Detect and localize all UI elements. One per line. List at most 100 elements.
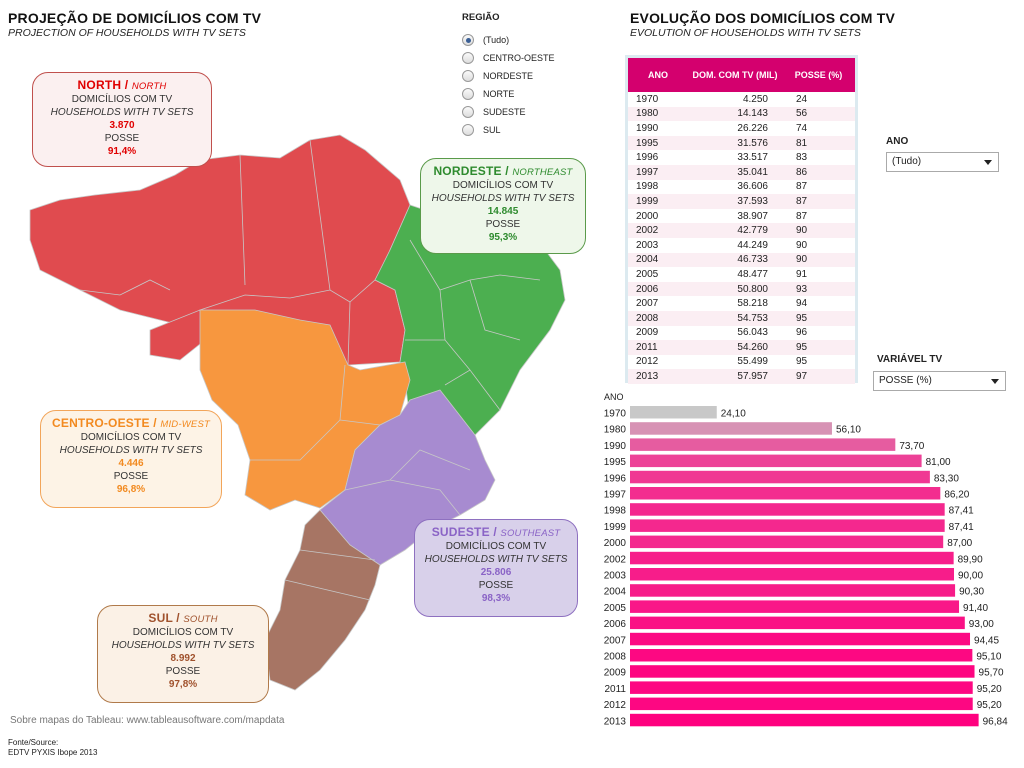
table-row[interactable]: 1995 31.576 81 (628, 135, 855, 151)
table-cell-posse: 90 (782, 223, 855, 238)
region-filter: REGIÃO (Tudo) CENTRO-OESTE NORDESTE NORT… (462, 12, 555, 139)
bar-2007[interactable] (630, 632, 971, 646)
radio-icon[interactable] (462, 52, 474, 64)
evolution-subtitle: EVOLUTION OF HOUSEHOLDS WITH TV SETS (630, 27, 861, 39)
callout-north-households: 3.870 (109, 120, 135, 131)
table-row[interactable]: 2003 44.249 90 (628, 238, 855, 253)
table-header-posse[interactable]: POSSE (%) (782, 58, 855, 92)
bar-2011[interactable] (630, 681, 973, 694)
table-cell-dom: 54.260 (688, 340, 782, 355)
table-row[interactable]: 1998 36.606 87 (628, 180, 855, 195)
table-row[interactable]: 1997 35.041 86 (628, 164, 855, 180)
bar-2008[interactable] (630, 649, 973, 662)
table-row[interactable]: 2002 42.779 90 (628, 223, 855, 238)
callout-sudeste-line2: HOUSEHOLDS WITH TV SETS (424, 554, 568, 565)
table-row[interactable]: 2008 54.753 95 (628, 310, 855, 326)
map-region-sudeste[interactable] (319, 389, 496, 566)
callout-nordeste-line1: DOMICÍLIOS COM TV (452, 180, 554, 191)
region-option-centro-oeste[interactable]: CENTRO-OESTE (462, 49, 555, 67)
bar-1970[interactable] (630, 406, 717, 419)
bar-2002[interactable] (630, 551, 954, 565)
table-cell-posse: 81 (782, 135, 855, 151)
table-row[interactable]: 2000 38.907 87 (628, 209, 855, 224)
bar-category-label: 1998 (604, 506, 627, 517)
bar-1990[interactable] (630, 438, 896, 451)
region-option-tudo[interactable]: (Tudo) (462, 31, 555, 49)
table-cell-posse: 96 (796, 327, 808, 339)
table-row[interactable]: 1996 33.517 83 (628, 150, 855, 165)
callout-nordeste-line2: HOUSEHOLDS WITH TV SETS (431, 193, 575, 204)
bar-value-label: 93,00 (969, 619, 994, 630)
callout-sul-households: 8.992 (170, 653, 196, 664)
radio-icon[interactable] (462, 88, 474, 100)
region-option-sudeste[interactable]: SUDESTE (462, 103, 555, 121)
table-cell-ano: 2000 (636, 210, 659, 222)
table-cell-ano: 1990 (636, 122, 659, 134)
bar-category-label: 2000 (604, 538, 627, 549)
region-option-norte[interactable]: NORTE (462, 85, 555, 103)
table-row[interactable]: 2007 58.218 94 (628, 296, 855, 311)
bar-category-label: 2003 (604, 571, 627, 582)
bar-2004[interactable] (630, 584, 956, 597)
callout-centro-oeste: CENTRO-OESTE / MID-WEST DOMICÍLIOS COM T… (40, 410, 222, 508)
table-row[interactable]: 2011 54.260 95 (628, 340, 855, 355)
region-option-sul[interactable]: SUL (462, 121, 555, 139)
callout-nordeste-posse-label: POSSE (485, 219, 521, 230)
bar-category-label: 2002 (604, 554, 627, 565)
bar-1995[interactable] (630, 454, 922, 468)
table-row[interactable]: 2013 57.957 97 (628, 369, 855, 384)
table-row[interactable]: 1990 26.226 74 (628, 121, 855, 136)
map-region-sul[interactable] (264, 509, 381, 691)
callout-centro-line2: HOUSEHOLDS WITH TV SETS (59, 445, 203, 456)
bar-2005[interactable] (630, 600, 960, 613)
source-value: EDTV PYXIS Ibope 2013 (8, 748, 98, 757)
table-cell-posse: 95 (796, 356, 808, 368)
bar-2013[interactable] (630, 713, 979, 727)
callout-sul-posse: 97,8% (168, 679, 198, 690)
table-cell-dom: 54.753 (688, 310, 782, 326)
region-option-nordeste[interactable]: NORDESTE (462, 67, 555, 85)
table-header-ano[interactable]: ANO (628, 58, 688, 92)
ano-select-value: (Tudo) (892, 156, 922, 167)
table-row[interactable]: 2006 50.800 93 (628, 281, 855, 297)
callout-centro-name-en: MID-WEST (160, 419, 210, 430)
table-row[interactable]: 2004 46.733 90 (628, 252, 855, 268)
table-cell-ano: 2013 (628, 369, 688, 384)
table-row[interactable]: 1999 37.593 87 (628, 194, 855, 209)
table-row[interactable]: 2009 56.043 96 (628, 326, 855, 341)
bar-1997[interactable] (630, 487, 941, 500)
source-label: Fonte/Source: (8, 738, 59, 747)
bar-category-label: 2004 (604, 587, 627, 598)
ano-filter-label: ANO (886, 136, 909, 147)
chevron-down-icon[interactable] (984, 160, 992, 165)
bar-2012[interactable] (630, 697, 973, 711)
callout-sudeste-line1: DOMICÍLIOS COM TV (445, 541, 547, 552)
table-row[interactable]: 1980 14.143 56 (628, 106, 855, 122)
table-row[interactable]: 2012 55.499 95 (628, 355, 855, 370)
ano-select[interactable]: (Tudo) (886, 152, 999, 172)
bar-2000[interactable] (630, 535, 944, 549)
table-cell-dom: 33.517 (737, 152, 768, 164)
posse-bar-chart: ANO 1970 24,10 1980 56,10 1990 73,70 1995 81,00… (604, 392, 1008, 727)
variavel-select[interactable]: POSSE (%) (873, 371, 1006, 391)
bar-2003[interactable] (630, 568, 954, 581)
table-cell-dom: 44.249 (737, 239, 768, 251)
bar-value-label: 95,70 (979, 668, 1004, 679)
callout-sul-line1: DOMICÍLIOS COM TV (132, 627, 234, 638)
bar-1998[interactable] (630, 503, 945, 516)
radio-icon[interactable] (462, 34, 474, 46)
radio-icon[interactable] (462, 106, 474, 118)
bar-1980[interactable] (630, 422, 832, 435)
radio-icon[interactable] (462, 124, 474, 136)
bar-1999[interactable] (630, 519, 945, 532)
bar-2009[interactable] (630, 665, 975, 678)
bar-2006[interactable] (630, 616, 965, 630)
table-header-dom[interactable]: DOM. COM TV (MIL) (688, 58, 782, 92)
radio-icon[interactable] (462, 70, 474, 82)
bar-1996[interactable] (630, 470, 930, 484)
map-region-norte[interactable] (29, 134, 411, 371)
table-row[interactable]: 2005 48.477 91 (628, 267, 855, 282)
callout-sudeste-name: SUDESTE (431, 525, 490, 539)
table-row[interactable]: 1970 4.250 24 (628, 92, 855, 107)
chevron-down-icon[interactable] (991, 379, 999, 384)
